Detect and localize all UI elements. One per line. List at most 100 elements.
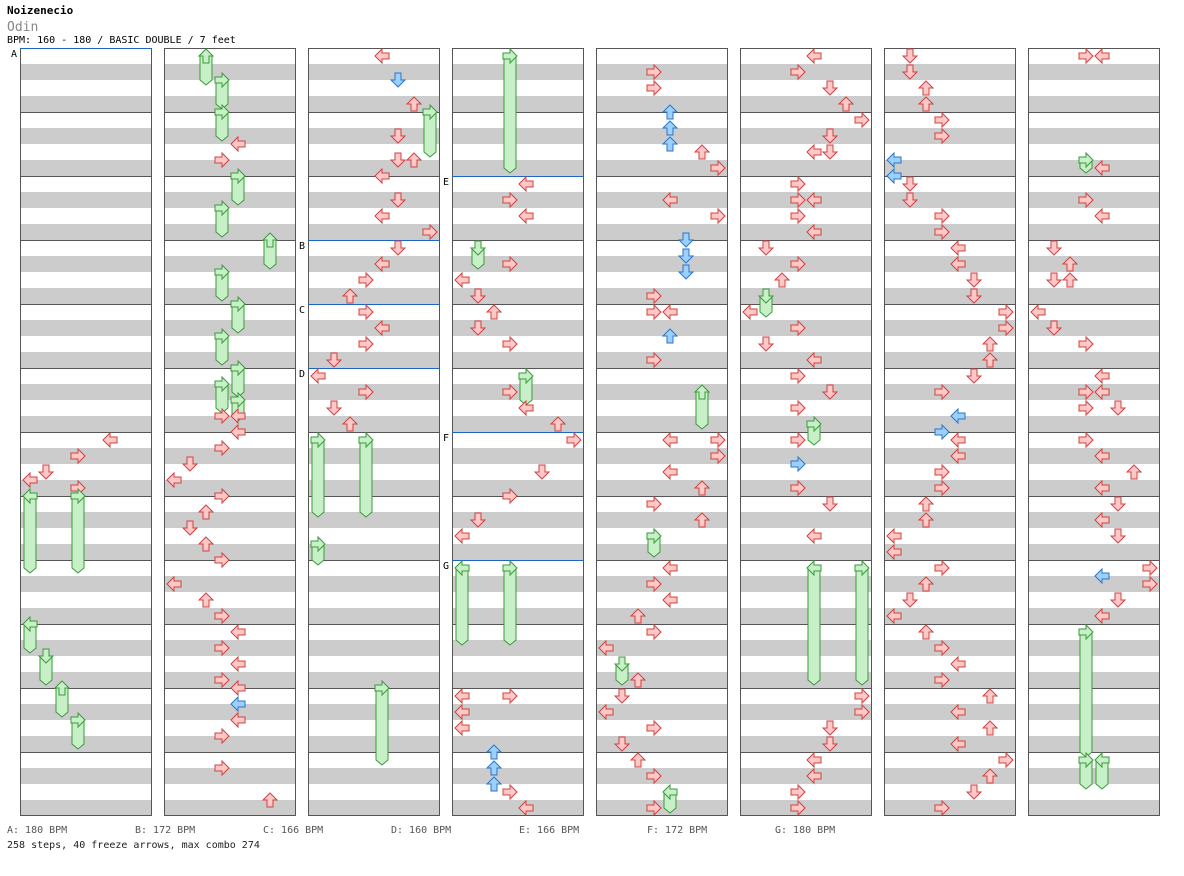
- beat-stripe: [740, 320, 872, 336]
- step-arrow: [1061, 272, 1079, 288]
- beat-stripe: [308, 416, 440, 432]
- step-arrow: [806, 47, 822, 65]
- step-arrow: [1109, 400, 1127, 416]
- column-border: [1028, 48, 1160, 816]
- step-arrow: [757, 336, 775, 352]
- step-arrow: [502, 487, 518, 505]
- beat-stripe: [884, 224, 1016, 240]
- bpm-marker-label: C: [299, 305, 305, 316]
- step-arrow: [502, 335, 518, 353]
- step-arrow: [917, 80, 935, 96]
- step-arrow: [197, 536, 215, 552]
- step-arrow: [1078, 623, 1094, 641]
- step-arrow: [422, 103, 438, 121]
- beat-stripe: [1028, 352, 1160, 368]
- beat-stripe: [20, 800, 152, 816]
- step-arrow: [1094, 383, 1110, 401]
- beat-stripe: [596, 512, 728, 528]
- step-arrow: [1094, 159, 1110, 177]
- step-arrow: [821, 144, 839, 160]
- beat-stripe: [1028, 704, 1160, 720]
- step-arrow: [454, 559, 470, 577]
- beat-stripe: [452, 352, 584, 368]
- step-arrow: [70, 447, 86, 465]
- step-arrow: [790, 431, 806, 449]
- step-arrow: [405, 152, 423, 168]
- step-arrow: [518, 207, 534, 225]
- step-arrow: [374, 679, 390, 697]
- beat-stripe: [308, 512, 440, 528]
- step-arrow: [917, 624, 935, 640]
- beat-stripe: [884, 128, 1016, 144]
- step-arrow: [1078, 191, 1094, 209]
- step-arrow: [214, 327, 230, 345]
- beat-stripe: [452, 416, 584, 432]
- beat-stripe: [740, 384, 872, 400]
- step-arrow: [790, 479, 806, 497]
- beat-stripe: [740, 416, 872, 432]
- step-arrow: [629, 672, 647, 688]
- beat-stripe: [452, 736, 584, 752]
- step-arrow: [214, 263, 230, 281]
- beat-stripe: [596, 544, 728, 560]
- beat-stripe: [20, 160, 152, 176]
- step-arrow: [677, 248, 695, 264]
- beat-stripe: [596, 800, 728, 816]
- beat-stripe: [308, 320, 440, 336]
- step-arrow: [806, 751, 822, 769]
- beat-stripe: [452, 128, 584, 144]
- step-arrow: [901, 192, 919, 208]
- step-arrow: [677, 264, 695, 280]
- step-arrow: [1078, 335, 1094, 353]
- beat-stripe: [20, 608, 152, 624]
- chart-column: E F G: [443, 47, 584, 817]
- beat-stripe: [20, 544, 152, 560]
- step-arrow: [790, 783, 806, 801]
- beat-stripe: [20, 672, 152, 688]
- beat-stripe: [884, 704, 1016, 720]
- step-arrow: [790, 175, 806, 193]
- beat-stripe: [740, 64, 872, 80]
- bpm-legend-item: C: 166 BPM: [263, 825, 324, 836]
- beat-stripe: [20, 192, 152, 208]
- beat-stripe: [596, 160, 728, 176]
- step-arrow: [886, 151, 902, 169]
- step-arrow: [230, 359, 246, 377]
- step-arrow: [821, 496, 839, 512]
- step-arrow: [646, 79, 662, 97]
- step-arrow: [662, 463, 678, 481]
- beat-stripe: [1028, 96, 1160, 112]
- step-arrow: [677, 232, 695, 248]
- beat-stripe: [20, 480, 152, 496]
- beat-stripe: [884, 544, 1016, 560]
- column-border: [884, 48, 1016, 816]
- bpm-marker-label: E: [443, 177, 449, 188]
- step-arrow: [662, 191, 678, 209]
- step-arrow: [230, 167, 246, 185]
- beat-stripe: [164, 672, 296, 688]
- step-arrow: [454, 527, 470, 545]
- bpm-legend-item: G: 180 BPM: [775, 825, 836, 836]
- step-arrow: [181, 520, 199, 536]
- step-arrow: [950, 703, 966, 721]
- step-arrow: [934, 127, 950, 145]
- step-arrow: [981, 688, 999, 704]
- beat-stripe: [308, 160, 440, 176]
- chart-summary: 258 steps, 40 freeze arrows, max combo 2…: [7, 840, 260, 851]
- beat-stripe: [20, 640, 152, 656]
- beat-stripe: [20, 224, 152, 240]
- beat-stripe: [164, 288, 296, 304]
- beat-stripe: [308, 640, 440, 656]
- step-arrow: [757, 288, 775, 304]
- beat-stripe: [452, 608, 584, 624]
- beat-stripe: [1028, 448, 1160, 464]
- beat-stripe: [596, 288, 728, 304]
- step-arrow: [806, 767, 822, 785]
- step-arrow: [790, 255, 806, 273]
- step-arrow: [230, 407, 246, 425]
- step-arrow: [934, 479, 950, 497]
- beat-stripe: [596, 384, 728, 400]
- step-arrow: [742, 303, 758, 321]
- beat-stripe: [164, 704, 296, 720]
- step-arrow: [1125, 464, 1143, 480]
